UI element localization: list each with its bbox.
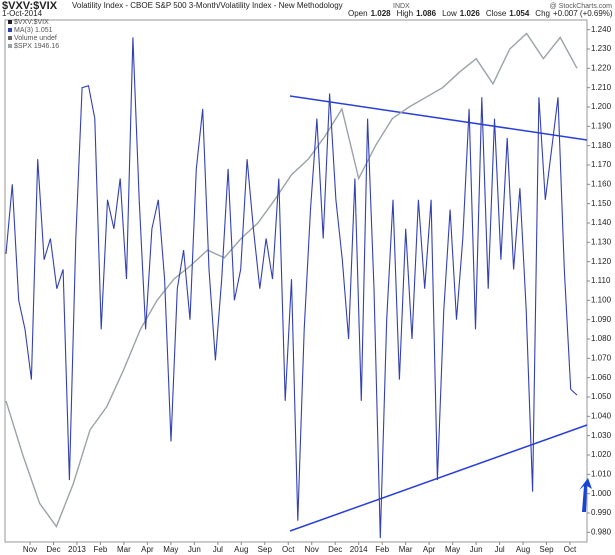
y-tick-label: 1.170 [591, 160, 612, 169]
x-tick-label: Apr [141, 545, 154, 554]
chart-title: Volatility Index - CBOE S&P 500 3-Month/… [72, 1, 343, 10]
quote-value: 1.028 [371, 9, 392, 18]
x-tick-label: Mar [399, 545, 413, 554]
x-tick-label: Dec [328, 545, 342, 554]
quote-value: 1.026 [460, 9, 481, 18]
watermark: @ StockCharts.com [550, 3, 613, 10]
y-tick-label: 1.150 [591, 199, 612, 208]
x-tick-label: May [445, 545, 460, 554]
y-tick-label: 1.180 [591, 141, 612, 150]
y-tick-label: 1.140 [591, 218, 612, 227]
arrow [579, 478, 592, 512]
y-tick-label: 1.110 [591, 276, 611, 285]
x-tick-label: Aug [516, 545, 530, 554]
x-tick-label: Mar [117, 545, 131, 554]
legend-swatch [8, 36, 12, 40]
legend-swatch [8, 28, 12, 32]
y-tick-label: 1.220 [591, 63, 612, 72]
quote-value: 1.054 [509, 9, 530, 18]
y-tick-label: 1.240 [591, 25, 612, 34]
y-tick-label: 1.090 [591, 315, 612, 324]
x-tick-label: 2013 [68, 545, 86, 554]
y-tick-label: 1.050 [591, 392, 612, 401]
x-tick-label: Nov [305, 545, 319, 554]
x-tick-label: Jul [494, 545, 504, 554]
y-tick-label: 1.060 [591, 373, 612, 382]
x-tick-label: Feb [94, 545, 108, 554]
x-tick-label: Jun [188, 545, 201, 554]
x-tick-label: 2014 [350, 545, 368, 554]
legend-label: MA(3) 1.051 [14, 27, 53, 34]
y-tick-label: 1.230 [591, 44, 612, 53]
y-tick-label: 1.070 [591, 353, 612, 362]
y-tick-label: 1.010 [591, 469, 612, 478]
legend-label: $SPX 1946.16 [14, 43, 59, 50]
x-tick-label: Dec [46, 545, 60, 554]
y-tick-label: 1.040 [591, 411, 612, 420]
y-tick-label: 1.130 [591, 237, 612, 246]
quote-label: High [397, 9, 413, 18]
y-tick-label: 1.160 [591, 179, 612, 188]
series-line [5, 37, 578, 539]
quote-label: Low [442, 9, 457, 18]
support-trendline [289, 424, 588, 532]
x-tick-label: Feb [375, 545, 389, 554]
x-tick-label: Jun [470, 545, 483, 554]
legend-label: Volume undef [14, 35, 57, 42]
x-tick-label: May [163, 545, 178, 554]
x-tick-label: Oct [564, 545, 577, 554]
legend-label: $VXV:$VIX [14, 19, 49, 26]
x-tick-label: Sep [258, 545, 273, 554]
y-tick-label: 1.080 [591, 334, 612, 343]
legend-swatch [8, 44, 12, 48]
change-value: +0.007 (+0.69%) [553, 9, 613, 18]
x-tick-label: Aug [234, 545, 248, 554]
y-tick-label: 1.000 [591, 489, 612, 498]
y-tick-label: 1.190 [591, 121, 612, 130]
legend-swatch [8, 20, 12, 24]
y-tick-label: 1.020 [591, 450, 612, 459]
quote: Open 1.028 High 1.086 Low 1.026 Close 1.054 Chg +… [348, 9, 613, 18]
y-tick-label: 1.030 [591, 431, 612, 440]
resistance-trendline [289, 95, 588, 141]
x-tick-label: Nov [23, 545, 37, 554]
symbol: $VXV:$VIX [2, 0, 58, 12]
quote-label: Open [348, 9, 368, 18]
y-tick-label: 1.200 [591, 102, 612, 111]
x-tick-label: Jul [213, 545, 223, 554]
change-label: Chg [535, 9, 550, 18]
y-tick-label: 1.120 [591, 257, 612, 266]
y-tick-label: 0.990 [591, 508, 612, 517]
series-line [5, 32, 578, 528]
quote-value: 1.086 [416, 9, 437, 18]
quote-label: Close [486, 9, 507, 18]
date: 1-Oct-2014 [2, 9, 43, 18]
x-tick-label: Oct [282, 545, 295, 554]
x-tick-label: Apr [423, 545, 436, 554]
y-tick-label: 1.100 [591, 295, 612, 304]
exchange: INDX [393, 3, 410, 10]
y-tick-label: 0.980 [591, 527, 612, 536]
y-tick-label: 1.210 [591, 83, 612, 92]
x-tick-label: Sep [539, 545, 554, 554]
